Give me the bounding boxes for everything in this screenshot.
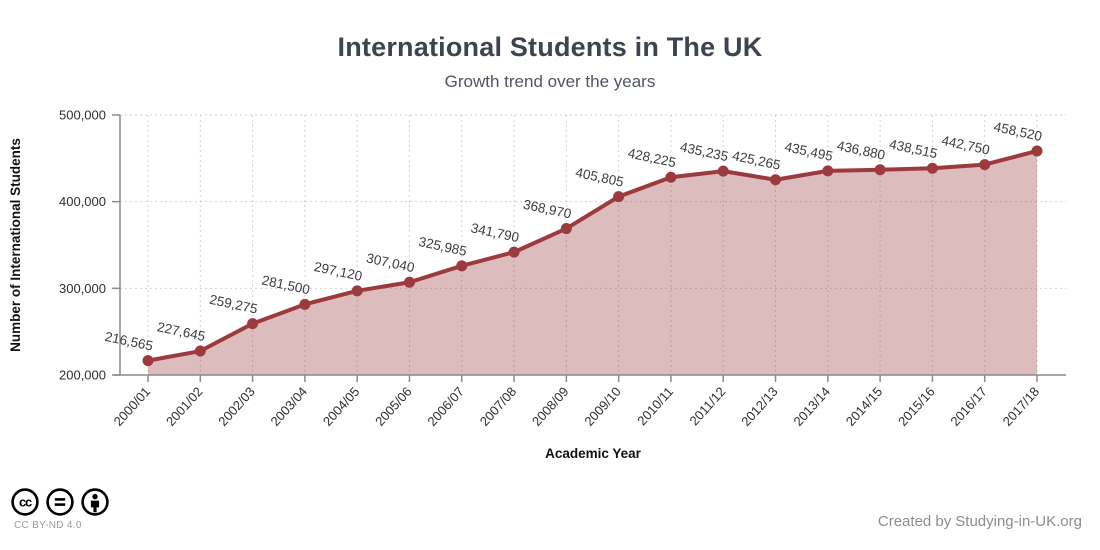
data-point[interactable] [351, 285, 363, 297]
svg-text:405,805: 405,805 [574, 165, 625, 190]
credit-prefix: Created by [877, 513, 952, 530]
svg-text:2000/01: 2000/01 [111, 384, 154, 429]
svg-text:307,040: 307,040 [365, 250, 416, 275]
svg-text:2009/10: 2009/10 [581, 384, 624, 429]
svg-text:200,000: 200,000 [59, 368, 106, 383]
x-tick-labels: 2000/01 2001/02 2002/03 2003/04 2004/05 2005/… [111, 384, 1043, 429]
svg-text:281,500: 281,500 [260, 273, 311, 298]
svg-text:2001/02: 2001/02 [163, 384, 206, 429]
svg-text:438,515: 438,515 [888, 136, 939, 161]
x-axis-title: Academic Year [545, 446, 642, 461]
cc-icon[interactable]: cc [10, 487, 40, 517]
svg-text:325,985: 325,985 [417, 234, 468, 259]
by-person-icon[interactable] [80, 487, 110, 517]
data-point[interactable] [770, 174, 782, 186]
page-subtitle: Growth trend over the years [444, 72, 656, 91]
svg-text:259,275: 259,275 [208, 292, 259, 317]
svg-text:2007/08: 2007/08 [477, 384, 520, 429]
svg-text:cc: cc [19, 495, 32, 510]
data-point[interactable] [1031, 145, 1043, 157]
cc-icon-row[interactable]: cc [10, 487, 110, 517]
svg-text:2010/11: 2010/11 [634, 384, 676, 428]
svg-text:2002/03: 2002/03 [215, 384, 258, 429]
data-point[interactable] [613, 191, 625, 203]
data-point[interactable] [560, 223, 572, 235]
svg-text:368,970: 368,970 [522, 197, 573, 222]
credit-line: Created by Studying-in-UK.org [878, 513, 1082, 530]
svg-text:216,565: 216,565 [104, 329, 155, 354]
svg-text:435,235: 435,235 [679, 139, 730, 164]
data-point[interactable] [508, 246, 520, 258]
license-badge[interactable]: cc CC BY-ND 4.0 [10, 487, 110, 531]
svg-text:2003/04: 2003/04 [268, 384, 311, 429]
svg-text:442,750: 442,750 [940, 133, 991, 158]
svg-text:2012/13: 2012/13 [738, 384, 781, 429]
svg-text:425,265: 425,265 [731, 148, 782, 173]
data-point[interactable] [874, 164, 886, 176]
svg-text:297,120: 297,120 [313, 259, 364, 284]
credit-site-link[interactable]: Studying-in-UK.org [955, 513, 1082, 530]
svg-text:458,520: 458,520 [993, 119, 1044, 144]
svg-text:435,495: 435,495 [783, 139, 834, 164]
data-point[interactable] [299, 298, 311, 310]
svg-text:300,000: 300,000 [59, 281, 106, 296]
data-point[interactable] [194, 345, 206, 357]
license-label: CC BY-ND 4.0 [14, 520, 82, 531]
svg-text:2017/18: 2017/18 [1000, 384, 1043, 429]
svg-text:2006/07: 2006/07 [424, 384, 467, 429]
data-point[interactable] [247, 318, 259, 330]
svg-text:227,645: 227,645 [156, 319, 207, 344]
svg-text:500,000: 500,000 [59, 108, 106, 123]
chart-figure: 216,565 227,645 259,275 281,500 297,120 307,0… [0, 95, 1100, 480]
svg-text:2015/16: 2015/16 [895, 384, 938, 429]
data-point[interactable] [979, 159, 991, 171]
data-points [142, 145, 1043, 367]
data-point[interactable] [822, 165, 834, 177]
nd-equals-icon[interactable] [45, 487, 75, 517]
data-point[interactable] [717, 165, 729, 177]
axes [112, 114, 1066, 382]
svg-text:428,225: 428,225 [626, 145, 677, 170]
data-point[interactable] [403, 276, 415, 288]
y-axis-title: Number of International Students [8, 138, 23, 352]
data-point[interactable] [926, 162, 938, 174]
data-point[interactable] [456, 260, 468, 272]
chart-header: International Students in The UK Growth … [0, 0, 1100, 92]
svg-text:2008/09: 2008/09 [529, 384, 572, 429]
svg-text:2014/15: 2014/15 [843, 384, 886, 429]
svg-text:2016/17: 2016/17 [947, 384, 990, 429]
gridlines [120, 114, 1066, 375]
svg-text:2005/06: 2005/06 [372, 384, 415, 429]
area-fill [148, 150, 1037, 375]
svg-text:2011/12: 2011/12 [687, 384, 729, 428]
y-tick-labels: 200,000 300,000 400,000 500,000 [59, 108, 106, 383]
data-point[interactable] [142, 355, 154, 367]
svg-text:436,880: 436,880 [836, 138, 887, 163]
data-point[interactable] [665, 171, 677, 183]
svg-text:2013/14: 2013/14 [790, 384, 833, 429]
series-line [146, 148, 1039, 363]
svg-text:400,000: 400,000 [59, 194, 106, 209]
svg-text:2004/05: 2004/05 [320, 384, 363, 429]
page-title: International Students in The UK [337, 32, 763, 62]
svg-text:341,790: 341,790 [470, 220, 521, 245]
